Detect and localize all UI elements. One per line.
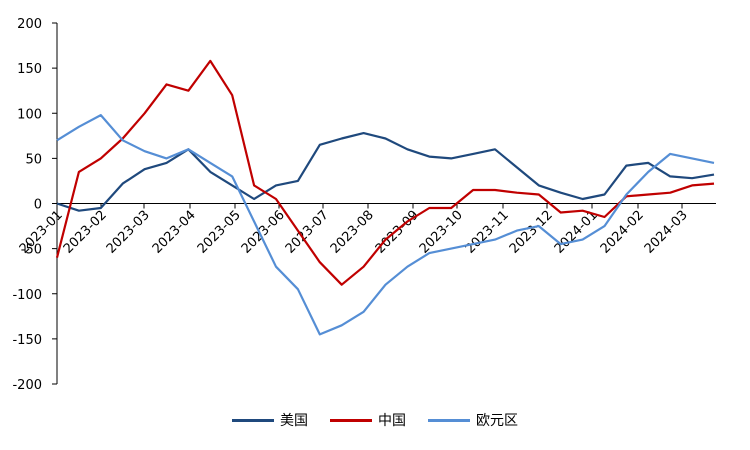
- series-line-eurozone: [56, 113, 715, 336]
- x-tick-label: 2023-07: [283, 208, 332, 257]
- series-line-us: [56, 132, 715, 212]
- legend-item-us: 美国: [232, 410, 308, 430]
- y-tick-label: 150: [17, 62, 42, 77]
- legend-item-eurozone: 欧元区: [428, 410, 518, 430]
- y-tick-label: 100: [17, 107, 42, 122]
- legend-label-us: 美国: [280, 413, 308, 429]
- y-tick-label: 0: [34, 198, 42, 213]
- legend: 美国 中国 欧元区: [0, 410, 750, 430]
- series-line-china: [55, 59, 715, 286]
- x-tick-label: 2023-08: [328, 208, 377, 257]
- x-tick-label: 2023-11: [463, 208, 512, 257]
- y-tick-label: -200: [12, 378, 42, 393]
- x-tick-label: 2023-03: [104, 208, 153, 257]
- y-tick-label: -150: [12, 333, 42, 348]
- y-tick-label: 200: [17, 17, 42, 32]
- x-tick-label: 2023-10: [417, 208, 466, 257]
- x-tick-label: 2023-06: [239, 208, 288, 257]
- legend-label-eurozone: 欧元区: [476, 413, 518, 429]
- x-tick-label: 2023-05: [195, 208, 244, 257]
- legend-swatch-us: [232, 418, 274, 422]
- legend-label-china: 中国: [378, 413, 406, 429]
- y-tick-label: 50: [25, 152, 42, 167]
- x-tick-label: 2024-03: [642, 208, 691, 257]
- legend-swatch-eurozone: [428, 418, 470, 422]
- legend-item-china: 中国: [330, 410, 406, 430]
- legend-swatch-china: [330, 418, 372, 422]
- y-tick-label: -100: [12, 288, 42, 303]
- y-tick-label: -50: [21, 243, 42, 258]
- x-tick-label: 2023-09: [373, 208, 422, 257]
- x-tick-label: 2023-04: [150, 208, 199, 257]
